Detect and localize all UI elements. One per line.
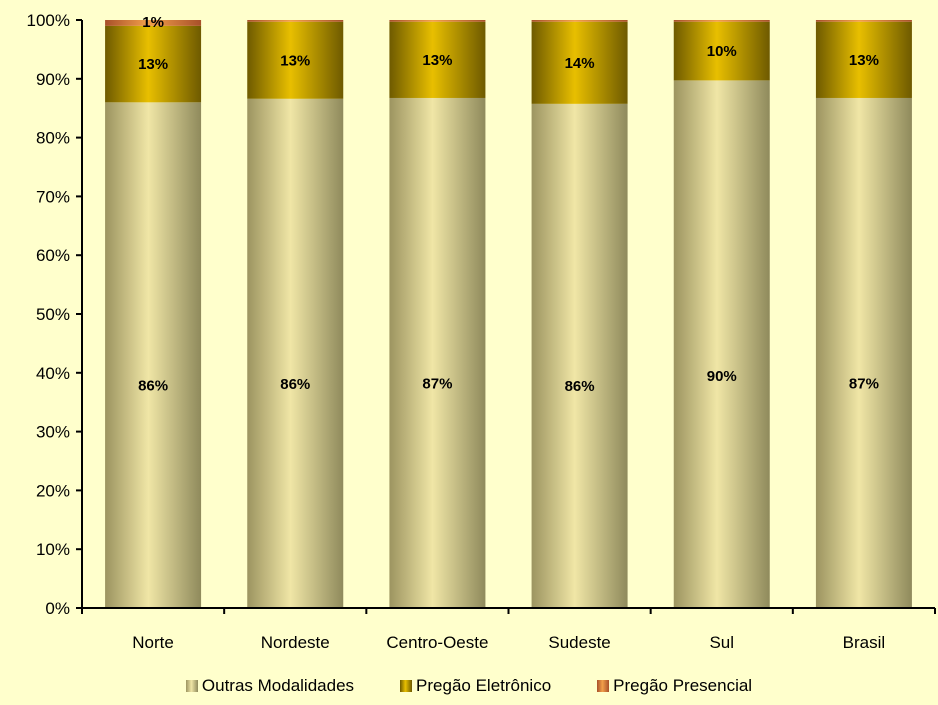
bar-nordeste-pregao-presencial xyxy=(247,20,344,22)
bar-norte-pregao-eletronico xyxy=(105,25,202,103)
data-label-nordeste-pregao-eletronico: 13% xyxy=(280,52,310,69)
y-tick-label: 10% xyxy=(36,540,70,559)
legend-swatch xyxy=(597,680,610,692)
bar-sul-pregao-presencial xyxy=(673,20,770,22)
data-label-sul-outras-modalidades: 90% xyxy=(707,368,737,385)
legend: Outras Modalidades Pregão Eletrônico Pregã… xyxy=(0,676,938,696)
x-tick-label-norte: Norte xyxy=(132,633,174,652)
y-tick-label: 60% xyxy=(36,246,70,265)
y-tick-label: 30% xyxy=(36,423,70,442)
data-label-norte-outras-modalidades: 86% xyxy=(138,378,168,395)
y-tick-label: 100% xyxy=(27,11,70,30)
bar-centro-oeste-pregao-eletronico xyxy=(389,21,486,98)
legend-item-pregao-presencial: Pregão Presencial xyxy=(597,676,752,696)
legend-swatch xyxy=(400,680,413,692)
data-label-brasil-pregao-eletronico: 13% xyxy=(849,52,879,69)
data-label-sudeste-pregao-eletronico: 14% xyxy=(565,55,595,72)
data-label-centro-oeste-outras-modalidades: 87% xyxy=(422,376,452,393)
bar-nordeste-outras-modalidades xyxy=(247,98,344,609)
bar-sudeste-outras-modalidades xyxy=(531,103,628,608)
y-tick-label: 70% xyxy=(36,187,70,206)
x-tick-label-sudeste: Sudeste xyxy=(548,633,610,652)
bars-layer xyxy=(105,20,912,609)
axes: Norte Nordeste Centro-Oeste Sudeste Sul Brasi… xyxy=(27,11,936,652)
bar-norte-pregao-presencial xyxy=(105,20,202,26)
bar-norte-outras-modalidades xyxy=(105,102,202,608)
bar-sul-pregao-eletronico xyxy=(673,21,770,81)
bar-centro-oeste-pregao-presencial xyxy=(389,20,486,22)
bar-centro-oeste-outras-modalidades xyxy=(389,97,486,608)
bar-brasil-outras-modalidades xyxy=(815,97,912,608)
stacked-bar-chart: 86% 13% 1% 86% 13% 87% 13% 86% 14% 90% 10% 87% 13% N… xyxy=(27,11,936,652)
bar-brasil-pregao-eletronico xyxy=(815,21,912,98)
legend-label: Pregão Eletrônico xyxy=(416,676,552,695)
data-label-centro-oeste-pregao-eletronico: 13% xyxy=(422,52,452,69)
y-tick-label: 90% xyxy=(36,70,70,89)
data-labels-layer: 86% 13% 1% 86% 13% 87% 13% 86% 14% 90% 10% 87% 13% xyxy=(138,14,879,395)
y-tick-label: 50% xyxy=(36,305,70,324)
x-tick-label-sul: Sul xyxy=(709,633,734,652)
bar-nordeste-pregao-eletronico xyxy=(247,21,344,99)
legend-swatch xyxy=(185,680,198,692)
data-label-norte-pregao-eletronico: 13% xyxy=(138,56,168,73)
data-label-norte-pregao-presencial: 1% xyxy=(142,14,164,31)
bar-sudeste-pregao-eletronico xyxy=(531,21,628,104)
bar-sul-outras-modalidades xyxy=(673,80,770,608)
data-label-brasil-outras-modalidades: 87% xyxy=(849,376,879,393)
data-label-sul-pregao-eletronico: 10% xyxy=(707,43,737,60)
y-tick-label: 80% xyxy=(36,129,70,148)
data-label-sudeste-outras-modalidades: 86% xyxy=(565,378,595,395)
bar-sudeste-pregao-presencial xyxy=(531,20,628,22)
legend-item-outras-modalidades: Outras Modalidades xyxy=(185,676,355,696)
y-tick-label: 40% xyxy=(36,364,70,383)
y-tick-label: 0% xyxy=(45,599,70,618)
y-tick-label: 20% xyxy=(36,481,70,500)
bar-brasil-pregao-presencial xyxy=(815,20,912,22)
data-label-nordeste-outras-modalidades: 86% xyxy=(280,376,310,393)
x-tick-label-nordeste: Nordeste xyxy=(261,633,330,652)
legend-label: Pregão Presencial xyxy=(613,676,753,695)
legend-item-pregao-eletronico: Pregão Eletrônico xyxy=(400,676,551,696)
x-tick-label-centro-oeste: Centro-Oeste xyxy=(386,633,488,652)
x-tick-label-brasil: Brasil xyxy=(843,633,886,652)
legend-label: Outras Modalidades xyxy=(201,676,355,695)
